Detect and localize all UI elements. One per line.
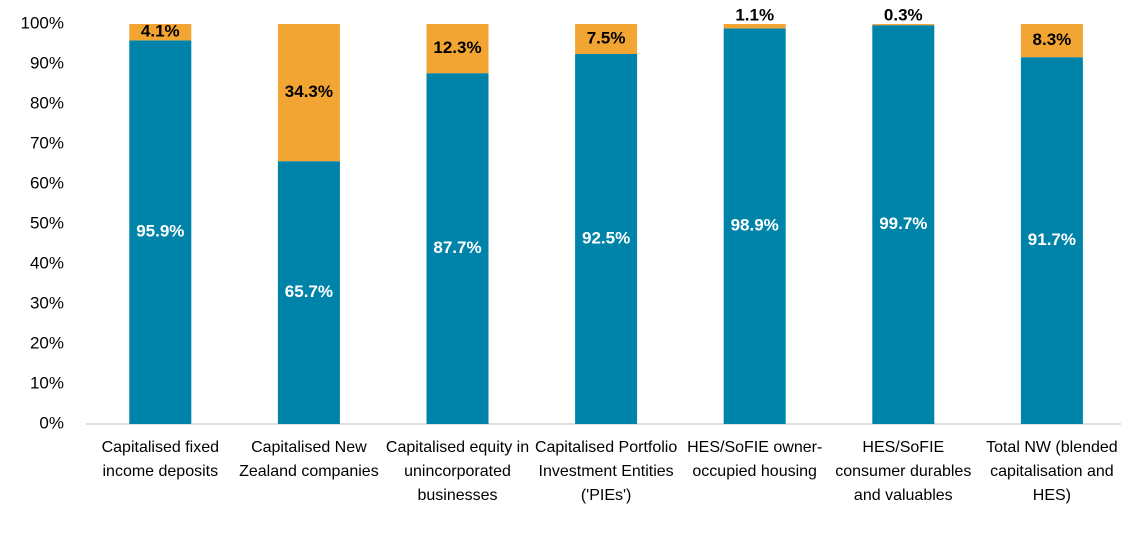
bar-segment [1020, 24, 1083, 58]
data-label: 92.5% [582, 228, 630, 247]
x-tick-label: Capitalised equity in unincorporated bus… [385, 439, 530, 504]
x-tick-label: HES/SoFIE owner-occupied housing [687, 439, 823, 480]
data-label: 4.1% [141, 22, 180, 41]
bar-segment [129, 40, 192, 425]
data-label: 1.1% [735, 5, 774, 24]
x-tick-label: Capitalised New Zealand companies [239, 439, 379, 480]
data-label: 99.7% [879, 214, 927, 233]
x-tick-label: Total NW (blended capitalisation and HES… [986, 439, 1118, 504]
y-tick-label: 60% [30, 173, 64, 192]
y-tick-label: 100% [21, 13, 64, 32]
x-tick-label: HES/SoFIE consumer durables and valuable… [835, 439, 972, 504]
bar-segment [575, 24, 638, 54]
bar-segment [872, 25, 935, 424]
bar-segment [277, 161, 340, 424]
data-label: 34.3% [285, 82, 333, 101]
bar-segment [723, 24, 786, 29]
bar-segment [129, 24, 192, 41]
bar-segment [277, 24, 340, 162]
y-tick-label: 80% [30, 93, 64, 112]
y-tick-label: 90% [30, 53, 64, 72]
y-tick-label: 20% [30, 333, 64, 352]
bar-segment [426, 24, 489, 74]
y-tick-label: 30% [30, 293, 64, 312]
data-label: 0.3% [884, 5, 923, 24]
y-tick-label: 0% [39, 413, 64, 432]
bar-segment [426, 73, 489, 424]
bar-segment [1020, 57, 1083, 424]
x-tick-label: Capitalised Portfolio Investment Entitie… [534, 439, 678, 504]
data-label: 91.7% [1028, 230, 1076, 249]
data-label: 8.3% [1033, 30, 1072, 49]
y-tick-label: 10% [30, 373, 64, 392]
data-label: 98.9% [731, 216, 779, 235]
data-label: 65.7% [285, 282, 333, 301]
bar-segment [872, 24, 935, 26]
data-label: 7.5% [587, 28, 626, 47]
data-label: 87.7% [433, 238, 481, 257]
x-tick-label: Capitalised fixed income deposits [101, 439, 219, 480]
bar-segment [723, 28, 786, 425]
y-tick-label: 50% [30, 213, 64, 232]
bar-segment [575, 54, 638, 424]
y-tick-label: 70% [30, 133, 64, 152]
data-label: 95.9% [136, 222, 184, 241]
data-label: 12.3% [433, 38, 481, 57]
y-tick-label: 40% [30, 253, 64, 272]
